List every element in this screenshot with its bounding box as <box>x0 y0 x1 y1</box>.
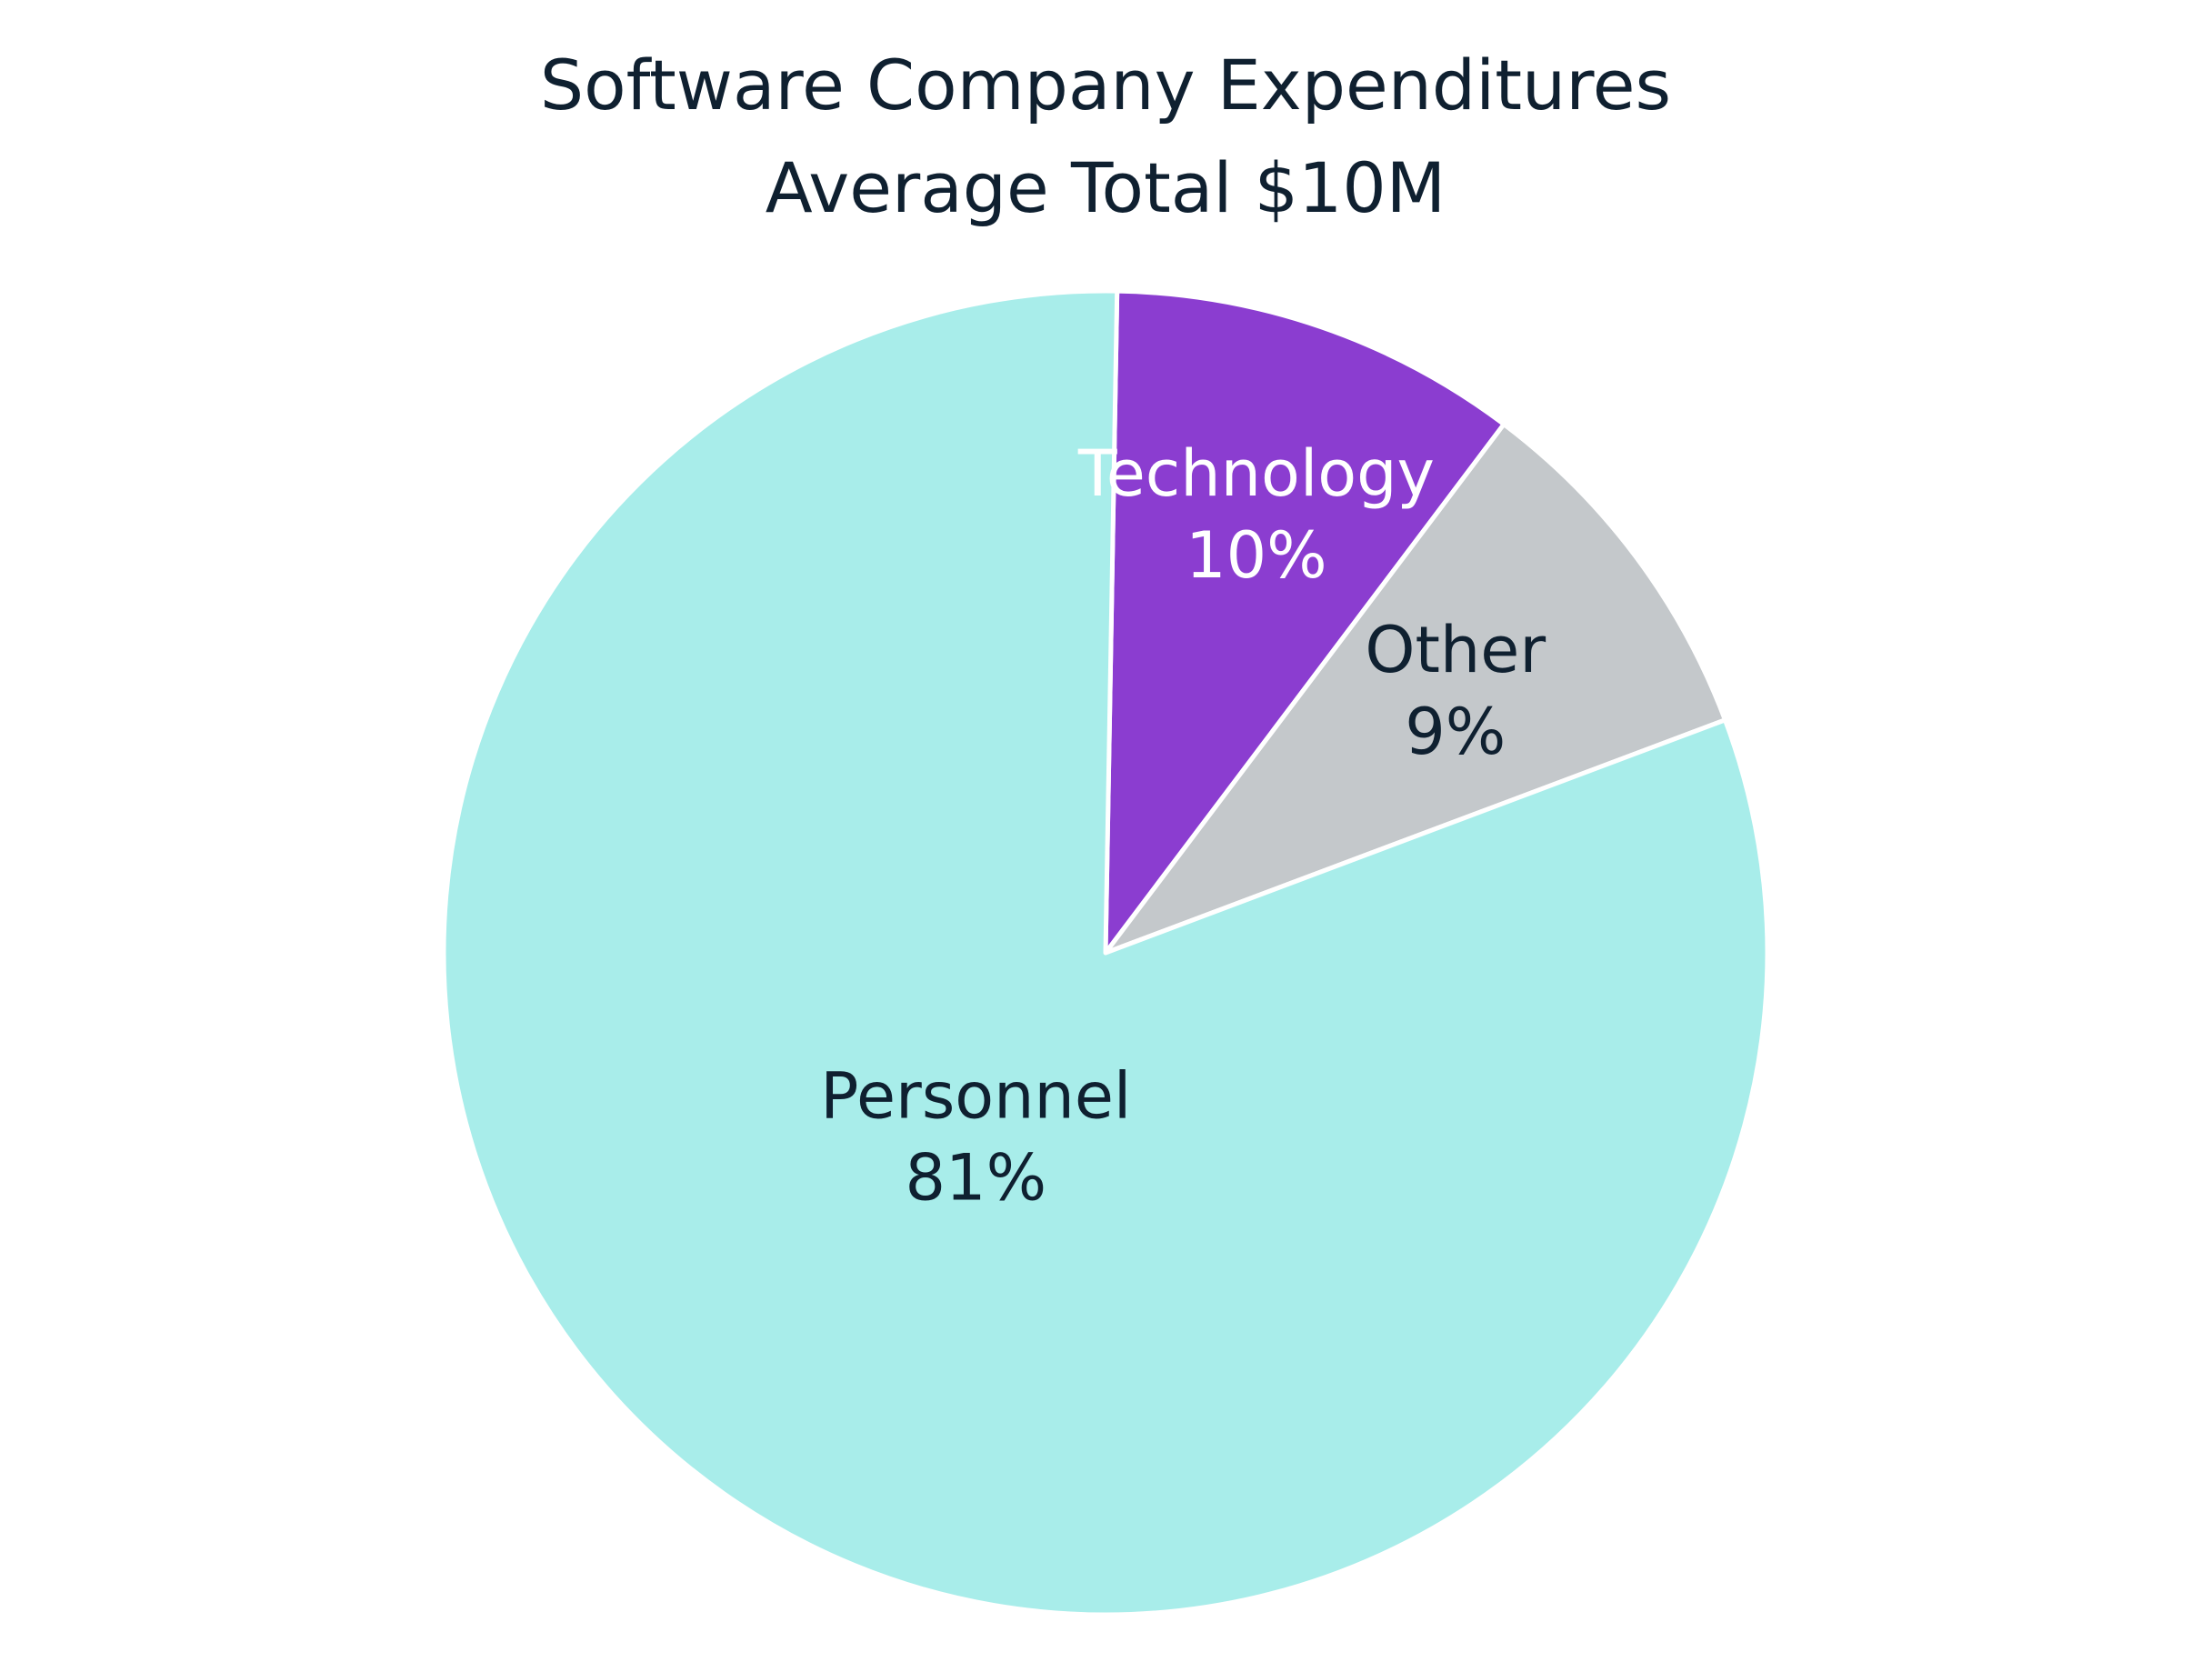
slice-value-technology: 10% <box>1186 518 1327 593</box>
pie-slice-technology <box>1103 288 1506 956</box>
slice-label-personnel: Personnel <box>820 1058 1131 1133</box>
chart-subtitle: Average Total $10M <box>766 147 1446 228</box>
pie-slices <box>441 288 1770 1617</box>
slice-label-other: Other <box>1365 613 1546 687</box>
pie-slice-personnel <box>441 288 1770 1617</box>
pie-slice-other <box>1103 422 1727 956</box>
slice-value-personnel: 81% <box>906 1140 1047 1215</box>
slice-label-technology: Technology <box>1077 436 1435 511</box>
slice-value-other: 9% <box>1405 695 1506 769</box>
chart-title: Software Company Expenditures <box>540 45 1671 125</box>
